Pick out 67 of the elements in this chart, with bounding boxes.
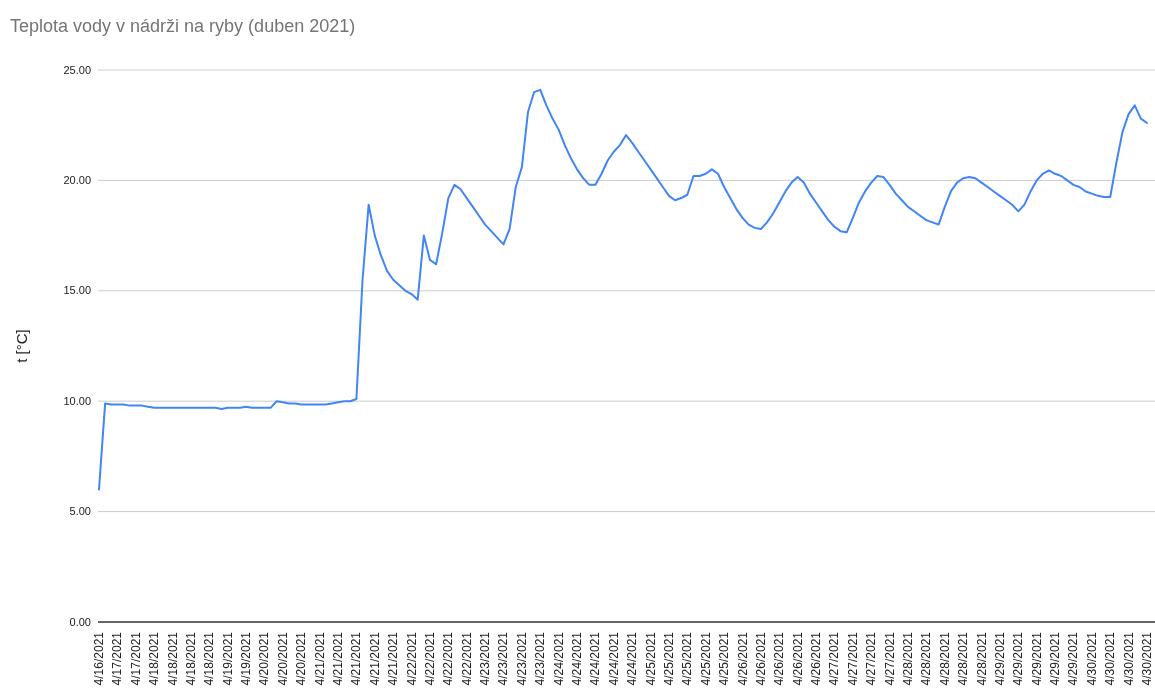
x-tick-label: 4/29/2021 <box>992 631 1007 686</box>
x-tick-label: 4/21/2021 <box>331 631 346 686</box>
x-tick-label: 4/26/2021 <box>809 631 824 686</box>
x-tick-label: 4/20/2021 <box>257 631 272 686</box>
x-tick-label: 4/23/2021 <box>514 631 529 686</box>
y-tick-label: 0.00 <box>69 615 91 628</box>
x-tick-label: 4/18/2021 <box>183 631 198 686</box>
y-tick-label: 5.00 <box>69 505 91 518</box>
x-tick-label: 4/26/2021 <box>753 631 768 686</box>
x-tick-label: 4/21/2021 <box>312 631 327 686</box>
x-tick-label: 4/21/2021 <box>349 631 364 686</box>
x-tick-label: 4/25/2021 <box>680 631 695 686</box>
x-tick-label: 4/29/2021 <box>1011 631 1026 686</box>
x-tick-label: 4/23/2021 <box>533 631 548 686</box>
x-tick-label: 4/22/2021 <box>404 631 419 686</box>
chart-title: Teplota vody v nádrži na ryby (duben 2021) <box>10 16 356 36</box>
x-tick-label: 4/25/2021 <box>661 631 676 686</box>
x-tick-label: 4/30/2021 <box>1121 631 1136 686</box>
x-tick-label: 4/27/2021 <box>882 631 897 686</box>
x-tick-label: 4/17/2021 <box>128 631 143 686</box>
x-tick-label: 4/23/2021 <box>496 631 511 686</box>
x-tick-label: 4/22/2021 <box>459 631 474 686</box>
x-tick-label: 4/29/2021 <box>1029 631 1044 686</box>
x-tick-label: 4/28/2021 <box>974 631 989 686</box>
x-tick-label: 4/28/2021 <box>937 631 952 686</box>
x-tick-label: 4/25/2021 <box>698 631 713 686</box>
x-tick-label: 4/30/2021 <box>1140 631 1154 686</box>
x-tick-label: 4/24/2021 <box>625 631 640 686</box>
y-axis-title: t [°C] <box>13 329 30 363</box>
x-tick-label: 4/24/2021 <box>588 631 603 686</box>
line-series <box>98 88 1148 491</box>
x-tick-label: 4/29/2021 <box>1066 631 1081 686</box>
x-tick-label: 4/20/2021 <box>294 631 309 686</box>
x-tick-label: 4/24/2021 <box>606 631 621 686</box>
x-tick-label: 4/20/2021 <box>275 631 290 686</box>
x-tick-label: 4/23/2021 <box>478 631 493 686</box>
x-tick-label: 4/28/2021 <box>919 631 934 686</box>
x-tick-label: 4/19/2021 <box>220 631 235 686</box>
x-tick-label: 4/27/2021 <box>827 631 842 686</box>
x-tick-label: 4/29/2021 <box>1048 631 1063 686</box>
x-tick-label: 4/18/2021 <box>147 631 162 686</box>
y-tick-label: 20.00 <box>63 173 91 186</box>
x-tick-label: 4/19/2021 <box>239 631 254 686</box>
x-tick-label: 4/21/2021 <box>367 631 382 686</box>
x-tick-label: 4/18/2021 <box>202 631 217 686</box>
x-tick-label: 4/26/2021 <box>790 631 805 686</box>
x-tick-label: 4/16/2021 <box>92 631 106 686</box>
x-tick-label: 4/26/2021 <box>772 631 787 686</box>
x-tick-label: 4/21/2021 <box>386 631 401 686</box>
x-tick-label: 4/18/2021 <box>165 631 180 686</box>
y-tick-label: 25.00 <box>63 63 91 76</box>
x-tick-label: 4/27/2021 <box>845 631 860 686</box>
y-tick-label: 15.00 <box>63 284 91 297</box>
x-tick-label: 4/24/2021 <box>551 631 566 686</box>
x-tick-label: 4/28/2021 <box>900 631 915 686</box>
x-tick-label: 4/30/2021 <box>1103 631 1118 686</box>
x-tick-label: 4/25/2021 <box>717 631 732 686</box>
x-tick-label: 4/30/2021 <box>1084 631 1099 686</box>
x-tick-label: 4/27/2021 <box>864 631 879 686</box>
x-tick-label: 4/22/2021 <box>441 631 456 686</box>
x-tick-label: 4/24/2021 <box>570 631 585 686</box>
x-tick-label: 4/25/2021 <box>643 631 658 686</box>
x-tick-label: 4/17/2021 <box>110 631 125 686</box>
x-tick-label: 4/26/2021 <box>735 631 750 686</box>
x-tick-label: 4/28/2021 <box>956 631 971 686</box>
x-tick-label: 4/22/2021 <box>422 631 437 686</box>
y-tick-label: 10.00 <box>63 394 91 407</box>
